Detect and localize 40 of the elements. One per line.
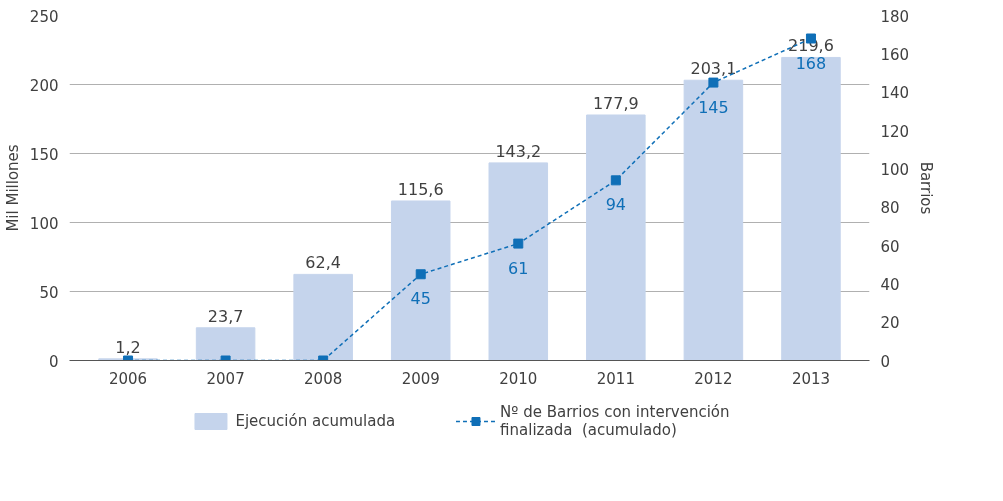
data-label: 23,7 bbox=[207, 306, 244, 326]
legend-label: Nº de Barrios con intervención finalizada (acumulado) bbox=[500, 403, 730, 439]
y2-tick-label: 80 bbox=[880, 199, 900, 218]
y2-tick-label: 0 bbox=[880, 352, 891, 371]
y2-tick-label: 100 bbox=[880, 160, 910, 179]
y2-tick-label: 140 bbox=[880, 84, 910, 103]
y2-tick-label: 60 bbox=[880, 237, 900, 256]
x-tick-label: 2007 bbox=[206, 369, 245, 388]
y2-tick-label: 180 bbox=[880, 7, 910, 26]
y2-tick-label: 40 bbox=[880, 275, 900, 294]
data-label: 168 bbox=[795, 53, 827, 73]
y2-axis-title: Barrios bbox=[917, 161, 936, 215]
y-tick-label: 50 bbox=[39, 283, 59, 302]
x-tick-label: 2013 bbox=[791, 369, 831, 388]
data-label: 143,2 bbox=[495, 141, 542, 161]
data-label: 203,1 bbox=[690, 59, 737, 79]
x-tick-label: 2012 bbox=[694, 369, 733, 388]
x-tick-label: 2011 bbox=[596, 369, 635, 388]
y-tick-label: 150 bbox=[29, 145, 59, 164]
data-label: 1,2 bbox=[115, 337, 141, 357]
y2-tick-label: 120 bbox=[880, 122, 910, 141]
x-tick-label: 2008 bbox=[304, 369, 343, 388]
y2-tick-label: 160 bbox=[880, 45, 910, 64]
x-tick-label: 2006 bbox=[108, 369, 148, 388]
data-label: 177,9 bbox=[592, 94, 639, 113]
data-label: 62,4 bbox=[305, 253, 341, 273]
data-label: 45 bbox=[410, 289, 431, 309]
data-label: 94 bbox=[605, 195, 627, 215]
x-tick-label: 2009 bbox=[401, 369, 440, 388]
data-label: 61 bbox=[508, 258, 529, 278]
data-label: 115,6 bbox=[397, 179, 444, 199]
y2-tick-label: 20 bbox=[880, 314, 900, 333]
x-tick-label: 2010 bbox=[499, 369, 538, 388]
y-tick-label: 200 bbox=[29, 76, 59, 95]
legend-label: Ejecución acumulada bbox=[235, 412, 396, 430]
y-tick-label: 0 bbox=[48, 352, 59, 371]
data-label: 145 bbox=[698, 97, 729, 117]
y-tick-label: 100 bbox=[29, 214, 59, 233]
y-tick-label: 250 bbox=[29, 7, 59, 26]
y-axis-title: Mil Millones bbox=[3, 144, 22, 232]
